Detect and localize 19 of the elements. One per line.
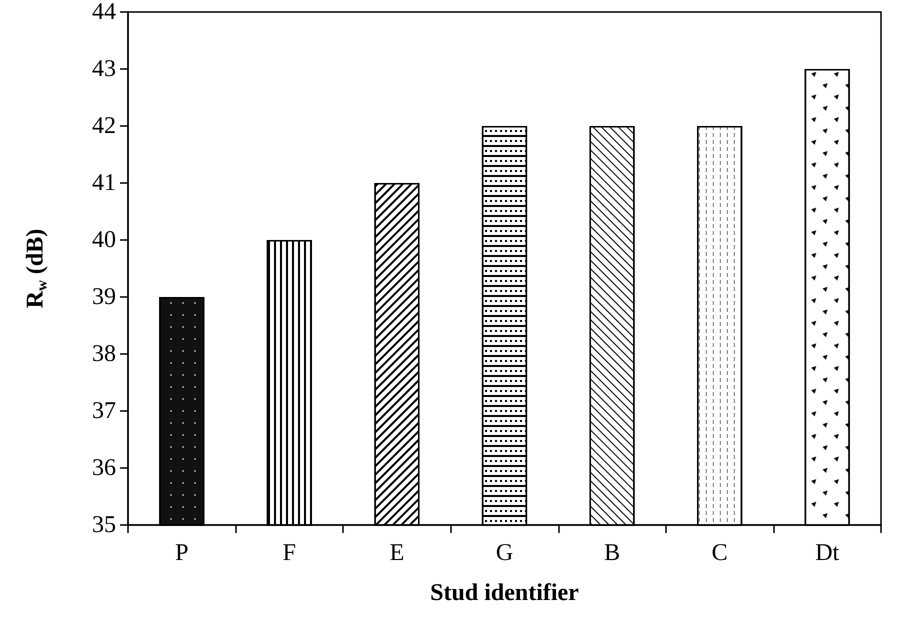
x-tick-label: B xyxy=(604,540,620,566)
y-tick-label: 42 xyxy=(92,113,116,139)
x-tick-label: P xyxy=(175,540,188,566)
x-tick-label: G xyxy=(496,540,514,566)
y-tick-label: 44 xyxy=(92,0,116,25)
y-tick-label: 36 xyxy=(92,455,116,481)
y-tick-label: 38 xyxy=(92,341,116,367)
y-tick-label: 43 xyxy=(92,56,116,82)
x-tick-label: F xyxy=(282,540,296,566)
x-tick-label: E xyxy=(390,540,404,566)
x-tick-label: C xyxy=(712,540,728,566)
x-tick-label: Dt xyxy=(815,540,840,566)
y-tick-label: 37 xyxy=(92,398,116,424)
y-tick-label: 41 xyxy=(92,170,116,196)
y-tick-label: 40 xyxy=(92,227,116,253)
y-tick-label: 35 xyxy=(92,512,116,538)
y-axis-title: Rw (dB) xyxy=(22,228,50,308)
x-axis-title: Stud identifier xyxy=(430,580,580,606)
y-tick-label: 39 xyxy=(92,284,116,310)
